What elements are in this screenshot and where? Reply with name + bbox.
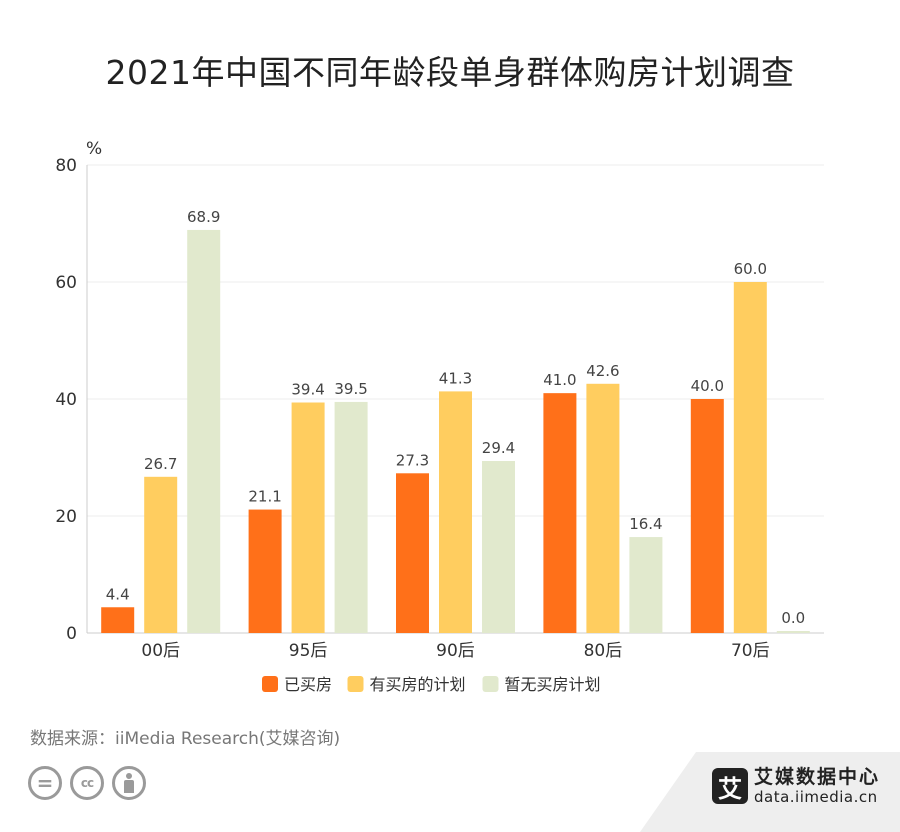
y-tick-label: 80 [55,156,77,176]
bar [482,461,515,633]
data-label: 29.4 [482,439,515,457]
y-tick-label: 20 [55,507,77,527]
bar [248,509,282,633]
data-label: 42.6 [586,362,619,380]
data-label: 4.4 [106,585,130,603]
data-label: 21.1 [248,488,281,506]
brand-url: data.iimedia.cn [754,788,878,806]
legend-swatch [262,676,278,692]
data-label: 0.0 [781,609,805,627]
bar [101,607,135,633]
bar [187,229,221,633]
data-label: 68.9 [187,208,220,226]
bar [776,631,810,633]
bar [733,282,767,633]
legend-label: 已买房 [284,675,332,694]
bar [334,401,368,633]
license-icons: = cc [28,766,146,800]
legend-swatch [482,676,499,692]
cc-attribution-icon [112,766,146,800]
brand-logo-block: 艾 艾媒数据中心 data.iimedia.cn [712,766,880,806]
x-tick-label: 00后 [141,641,180,661]
data-label: 41.3 [439,369,472,387]
bar [543,393,577,633]
bar [586,383,620,633]
data-label: 40.0 [691,377,724,395]
cc-license-icon: cc [70,766,104,800]
y-tick-label: 0 [66,624,77,644]
legend-label: 有买房的计划 [370,675,466,694]
data-source-note: 数据来源：iiMedia Research(艾媒咨询) [30,729,341,749]
bar-chart: 0 20 40 60 80% 4.4 26.7 68.9 00后 21.1 39.4 39.5 95后 2… [55,139,824,694]
bar [690,399,724,633]
bar [396,473,429,633]
data-label: 39.5 [334,380,367,398]
chart-title: 2021年中国不同年龄段单身群体购房计划调查 [105,53,795,92]
legend-label: 暂无买房计划 [505,675,601,694]
brand-name: 艾媒数据中心 [754,766,881,788]
x-tick-label: 95后 [289,641,328,661]
x-tick-label: 80后 [584,641,623,661]
legend-swatch [347,676,364,692]
brand-logo-icon: 艾 [712,768,748,804]
cc-equal-icon: = [28,766,62,800]
bar [629,537,663,633]
y-tick-label: 60 [55,273,77,293]
data-label: 27.3 [396,451,429,469]
data-label: 60.0 [734,260,767,278]
bar [144,476,178,633]
x-tick-label: 90后 [436,641,475,661]
data-label: 26.7 [144,455,177,473]
data-label: 16.4 [629,515,662,533]
bar [439,391,472,633]
x-tick-label: 70后 [731,641,770,661]
data-label: 41.0 [543,371,576,389]
y-axis-label: % [86,139,102,159]
bar [291,402,325,633]
data-label: 39.4 [291,381,324,399]
y-tick-label: 40 [55,390,77,410]
